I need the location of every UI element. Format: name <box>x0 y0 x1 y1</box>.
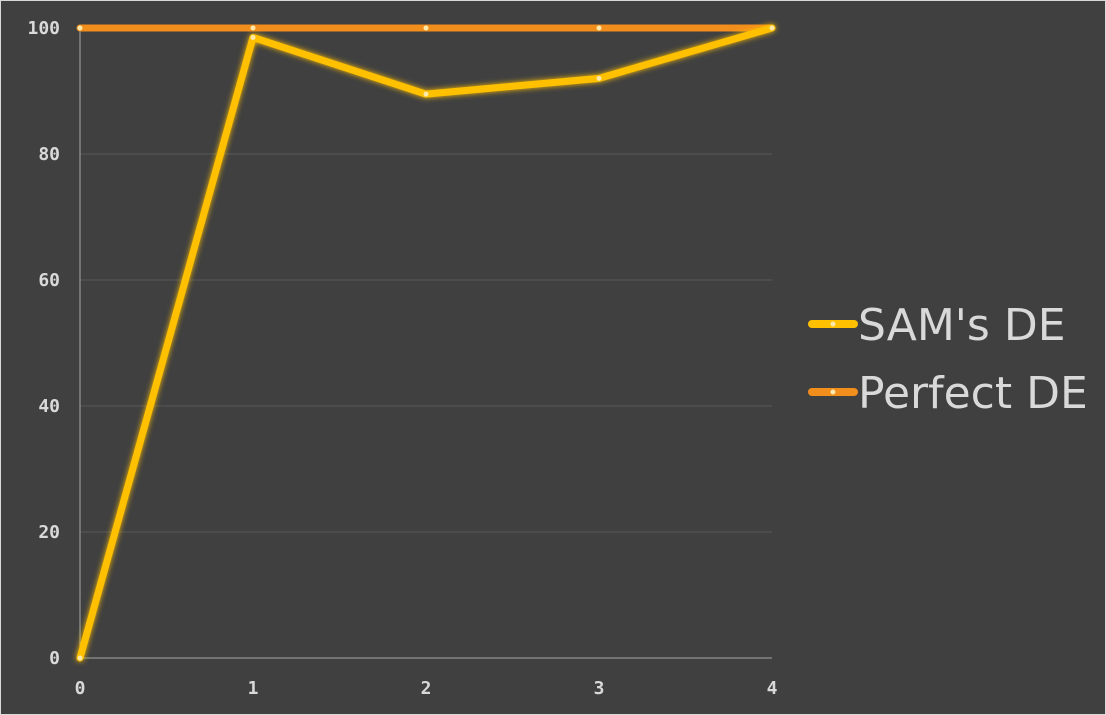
x-tick-label: 4 <box>767 678 778 699</box>
series-lines <box>76 24 776 662</box>
y-tick-label: 40 <box>38 396 60 417</box>
data-point-sams-de <box>77 655 83 661</box>
y-tick-label: 80 <box>38 144 60 165</box>
data-point-perfect-de <box>423 25 429 31</box>
data-point-sams-de <box>769 25 775 31</box>
y-tick-label: 100 <box>27 18 60 39</box>
series-line-sams-de <box>76 24 776 662</box>
legend-marker <box>830 321 836 327</box>
legend-marker <box>830 389 836 395</box>
x-tick-label: 1 <box>248 678 259 699</box>
x-tick-label: 0 <box>75 678 86 699</box>
legend-label-perfect-de: Perfect DE <box>858 368 1088 419</box>
data-point-perfect-de <box>250 25 256 31</box>
data-point-sams-de <box>596 75 602 81</box>
legend-label-sams-de: SAM's DE <box>858 300 1066 351</box>
y-tick-label: 60 <box>38 270 60 291</box>
y-tick-label: 20 <box>38 522 60 543</box>
data-point-perfect-de <box>77 25 83 31</box>
y-tick-label: 0 <box>49 648 60 669</box>
legend: SAM's DE Perfect DE <box>808 300 1088 419</box>
axes <box>79 28 772 659</box>
data-point-perfect-de <box>596 25 602 31</box>
data-point-sams-de <box>423 91 429 97</box>
data-point-sams-de <box>250 34 256 40</box>
x-tick-label: 2 <box>421 678 432 699</box>
x-tick-label: 3 <box>594 678 605 699</box>
tick-labels: 0 20 40 60 80 100 0 1 2 3 4 <box>27 18 777 699</box>
